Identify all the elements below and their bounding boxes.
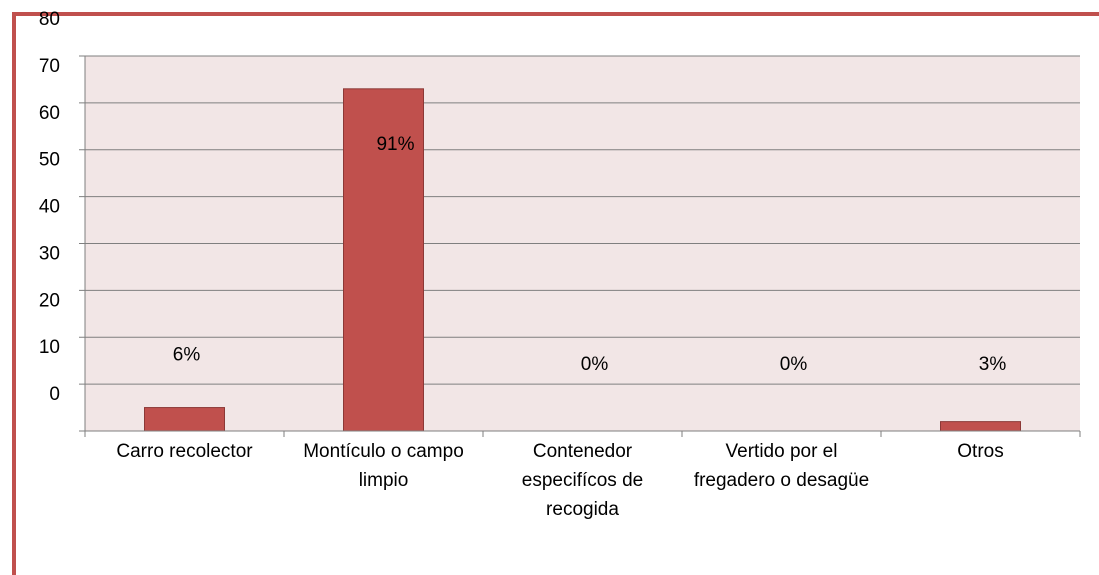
- x-tick-label: Montículo o campo limpio: [303, 441, 464, 491]
- frame: [12, 12, 1099, 575]
- x-tick-label: Contenedor especifícos de recogida: [521, 441, 644, 520]
- data-label: 3%: [979, 354, 1007, 375]
- data-label: 91%: [376, 134, 414, 155]
- bar: [343, 88, 424, 432]
- x-tick-label: Carro recolector: [116, 441, 253, 462]
- data-label: 6%: [173, 345, 201, 366]
- data-label: 0%: [780, 354, 808, 375]
- y-tick-label: 80: [39, 9, 60, 30]
- x-tick-label: Vertido por el fregadero o desagüe: [693, 441, 870, 491]
- bar: [144, 407, 225, 432]
- y-tick-label: 60: [39, 103, 60, 124]
- y-tick-label: 30: [39, 243, 60, 264]
- bar: [940, 421, 1021, 432]
- y-tick-label: 70: [39, 56, 60, 77]
- y-tick-label: 10: [39, 337, 60, 358]
- x-tick-label: Otros: [957, 441, 1004, 462]
- y-tick-label: 20: [39, 290, 60, 311]
- y-tick-label: 40: [39, 197, 60, 218]
- y-tick-label: 0: [49, 384, 60, 405]
- data-label: 0%: [581, 354, 609, 375]
- y-tick-label: 50: [39, 150, 60, 171]
